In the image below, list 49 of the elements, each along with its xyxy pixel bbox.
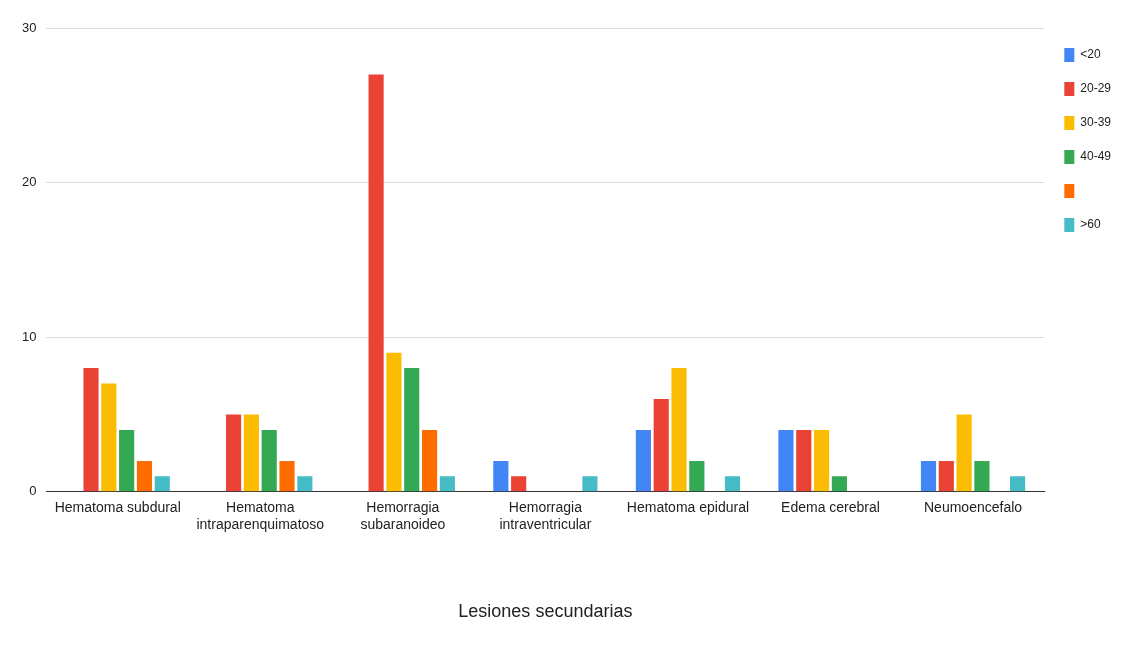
bar bbox=[814, 429, 830, 492]
bar bbox=[920, 460, 937, 492]
bar bbox=[136, 460, 153, 492]
bar bbox=[956, 414, 972, 492]
bar bbox=[582, 476, 598, 492]
bar bbox=[83, 368, 99, 492]
bar bbox=[404, 368, 420, 492]
x-tick-label: Hematoma intraparenquimatoso bbox=[196, 499, 325, 532]
y-tick-label: 0 bbox=[29, 483, 37, 499]
x-axis-title: Lesiones secundarias bbox=[458, 601, 633, 622]
bar bbox=[225, 414, 242, 492]
bar bbox=[386, 352, 402, 492]
bar bbox=[831, 476, 847, 492]
bar bbox=[421, 429, 438, 492]
legend-label: <20 bbox=[1080, 47, 1101, 62]
y-tick-label: 30 bbox=[21, 19, 37, 35]
bar bbox=[119, 429, 135, 492]
bar bbox=[724, 476, 741, 492]
legend-label: 20-29 bbox=[1080, 81, 1112, 96]
x-tick-label: Edema cerebral bbox=[781, 499, 880, 516]
bar bbox=[297, 476, 313, 492]
bar bbox=[439, 476, 455, 492]
x-tick-label: Hematoma epidural bbox=[626, 499, 750, 516]
bar bbox=[671, 368, 687, 492]
legend-label: 40-49 bbox=[1080, 149, 1112, 164]
bar bbox=[243, 414, 259, 492]
bar bbox=[154, 476, 170, 492]
bar bbox=[261, 429, 277, 492]
bar bbox=[368, 74, 384, 492]
bar bbox=[778, 429, 794, 492]
bar bbox=[796, 429, 812, 492]
x-tick-label: Hematoma subdural bbox=[54, 499, 181, 516]
legend-label: 30-39 bbox=[1080, 115, 1112, 130]
bar bbox=[101, 383, 117, 492]
bar bbox=[493, 460, 509, 492]
bar bbox=[1010, 476, 1026, 492]
x-tick-label: Hemorragia intraventricular bbox=[499, 499, 592, 532]
bar bbox=[938, 460, 954, 492]
y-tick-label: 20 bbox=[21, 174, 37, 190]
bar bbox=[635, 429, 651, 492]
bar bbox=[279, 460, 295, 492]
legend-label: >60 bbox=[1080, 217, 1101, 232]
x-tick-label: Neumoencefalo bbox=[924, 499, 1023, 516]
bar bbox=[689, 460, 705, 492]
x-tick-label: Hemorragia subaranoideo bbox=[360, 499, 446, 532]
y-tick-label: 10 bbox=[21, 328, 37, 344]
bar bbox=[974, 460, 990, 492]
bar bbox=[653, 399, 669, 492]
bar bbox=[511, 476, 527, 492]
